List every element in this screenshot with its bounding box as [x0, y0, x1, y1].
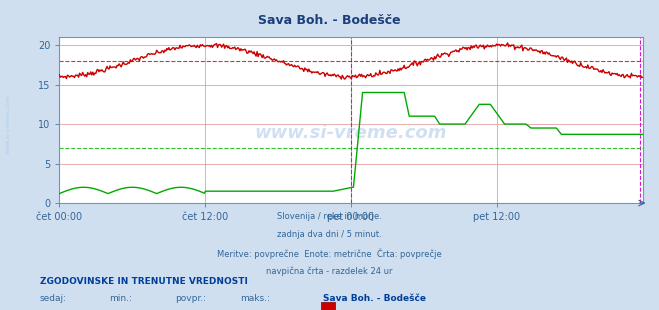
Text: navpična črta - razdelek 24 ur: navpična črta - razdelek 24 ur	[266, 266, 393, 276]
Text: zadnja dva dni / 5 minut.: zadnja dva dni / 5 minut.	[277, 230, 382, 239]
Text: povpr.:: povpr.:	[175, 294, 206, 303]
Text: Slovenija / reke in morje.: Slovenija / reke in morje.	[277, 212, 382, 221]
Text: www.si-vreme.com: www.si-vreme.com	[254, 124, 447, 142]
Text: sedaj:: sedaj:	[40, 294, 67, 303]
Text: ZGODOVINSKE IN TRENUTNE VREDNOSTI: ZGODOVINSKE IN TRENUTNE VREDNOSTI	[40, 277, 247, 286]
Text: Sava Boh. - Bodešče: Sava Boh. - Bodešče	[323, 294, 426, 303]
Text: Sava Boh. - Bodešče: Sava Boh. - Bodešče	[258, 14, 401, 27]
Text: min.:: min.:	[109, 294, 132, 303]
Text: Meritve: povprečne  Enote: metrične  Črta: povprečje: Meritve: povprečne Enote: metrične Črta:…	[217, 248, 442, 259]
Text: www.si-vreme.com: www.si-vreme.com	[5, 94, 11, 154]
Text: maks.:: maks.:	[241, 294, 270, 303]
